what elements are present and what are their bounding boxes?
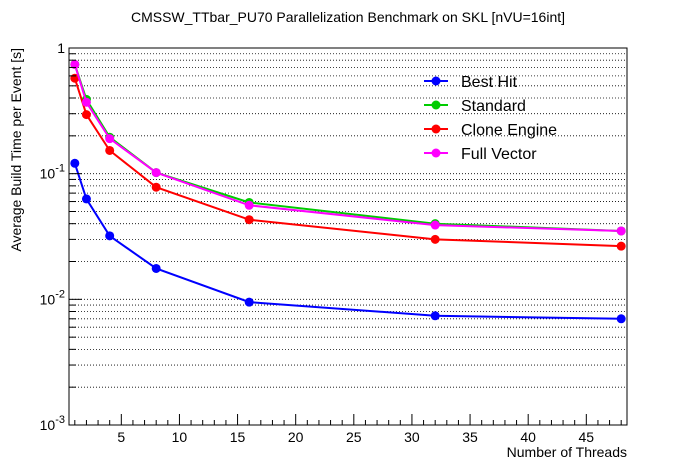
data-point [430,234,440,244]
y-axis-title: Average Build Time per Event [s] [8,48,24,252]
legend-label: Full Vector [461,146,537,163]
x-axis-title: Number of Threads [507,444,627,460]
legend-marker [431,124,441,134]
legend-entry: Best Hit [424,74,518,91]
data-point [105,145,115,155]
legend-label: Clone Engine [461,122,557,139]
legend: Best Hit Standard Clone Engine Full Vector [424,74,557,163]
x-tick-label: 40 [520,429,536,445]
y-tick-label: 10-1 [40,163,65,182]
x-tick-label: 5 [117,429,125,445]
data-point [70,158,80,168]
series-line [73,64,622,232]
data-point [616,241,626,251]
x-tick-label: 30 [404,429,420,445]
y-tick-label: 1 [57,40,65,56]
data-point [244,297,254,307]
legend-label: Best Hit [461,74,518,91]
data-point [151,168,161,178]
data-point [81,110,91,120]
chart-title: CMSSW_TTbar_PU70 Parallelization Benchma… [131,9,565,25]
data-point [616,314,626,324]
data-point [151,263,161,273]
grid-lines [69,53,627,388]
legend-entry: Clone Engine [424,122,557,139]
x-tick-label: 35 [462,429,478,445]
series-full-vector [70,59,626,236]
data-point [244,215,254,225]
legend-marker [431,148,441,158]
data-point [244,200,254,210]
axis-ticks: 5 10 15 20 25 30 35 40 45 10-3 10-2 10-1 1 [40,40,622,445]
series-clone-engine [70,73,626,251]
legend-marker [431,100,441,110]
legend-marker [431,76,441,86]
data-point [616,226,626,236]
x-tick-label: 20 [288,429,304,445]
series-best-hit [70,158,626,324]
data-point [430,311,440,321]
data-point [81,194,91,204]
data-point [151,182,161,192]
y-tick-label: 10-2 [40,288,65,307]
data-point [430,220,440,230]
data-point [105,231,115,241]
data-point [81,97,91,107]
data-point [105,134,115,144]
series-layer [70,59,626,324]
legend-label: Standard [461,98,526,115]
x-tick-label: 25 [346,429,362,445]
legend-entry: Full Vector [424,146,537,163]
legend-entry: Standard [424,98,526,115]
x-tick-label: 15 [230,429,246,445]
x-tick-label: 10 [172,429,188,445]
plot-frame [68,47,628,426]
series-line [73,77,622,248]
y-tick-label: 10-3 [40,414,65,433]
x-tick-label: 45 [579,429,595,445]
series-line [73,64,622,232]
series-standard [70,59,626,236]
data-point [70,59,80,69]
